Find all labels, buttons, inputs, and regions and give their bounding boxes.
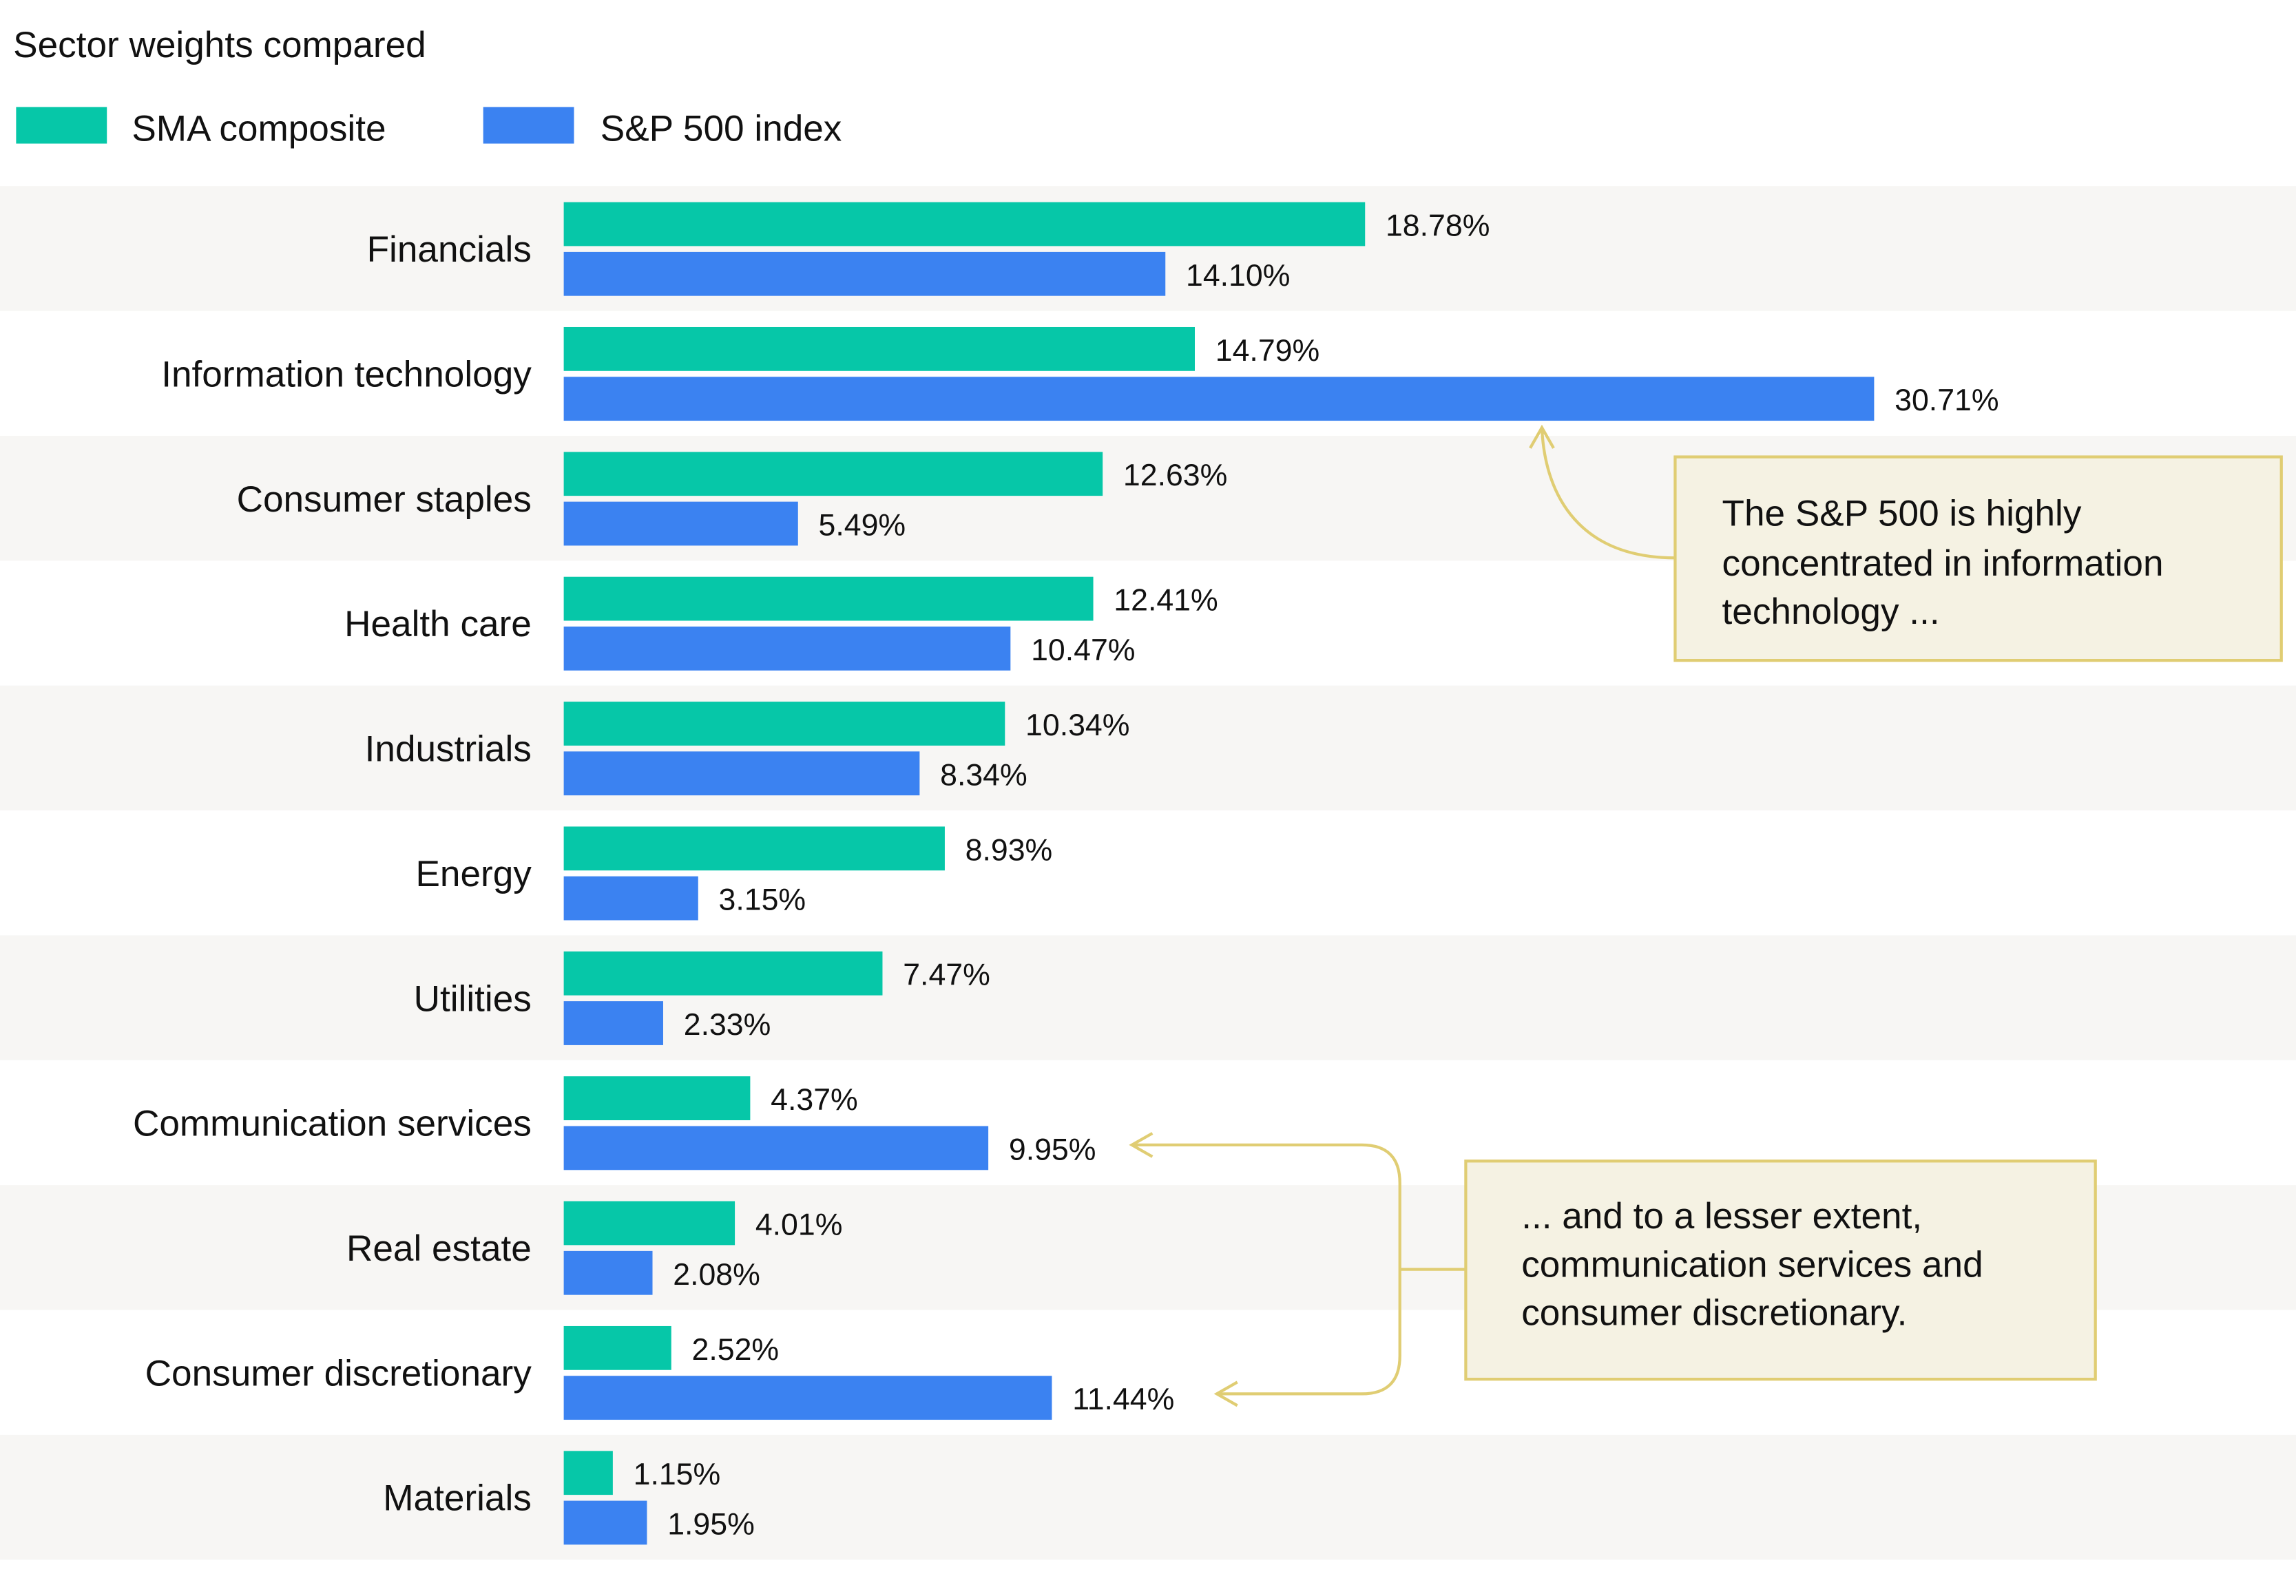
category-label: Financials [367, 229, 532, 270]
value-label: 3.15% [719, 883, 806, 917]
bar-sma-composite [563, 1201, 735, 1246]
category-row: Information technology 14.79% 30.71% [161, 326, 1999, 421]
legend-label-sma: SMA composite [132, 108, 386, 149]
category-label: Utilities [414, 978, 532, 1019]
value-label: 1.95% [667, 1508, 755, 1542]
annotation-box-1 [1673, 455, 2283, 662]
category-label: Information technology [161, 354, 532, 395]
category-row: Real estate 4.01% 2.08% [346, 1201, 842, 1295]
category-label: Industrials [365, 729, 532, 770]
value-label: 1.15% [634, 1458, 721, 1491]
category-label: Communication services [133, 1104, 532, 1144]
bar-sma-composite [563, 1451, 613, 1495]
category-label: Consumer staples [237, 479, 532, 520]
value-label: 10.34% [1025, 708, 1129, 742]
value-label: 12.63% [1123, 459, 1227, 492]
value-label: 4.01% [755, 1208, 843, 1241]
annotation-2-line-3: consumer discretionary. [1521, 1292, 1907, 1333]
value-label: 14.79% [1215, 334, 1319, 368]
value-label: 30.71% [1895, 384, 1998, 417]
annotation-bracket-2 [1133, 1143, 1466, 1396]
category-row: Consumer staples 12.63% 5.49% [237, 452, 1227, 546]
value-label: 14.10% [1186, 259, 1290, 293]
arrowhead-icon [1529, 424, 1555, 449]
bar-sp500-index [563, 1500, 647, 1545]
bar-sma-composite [563, 1325, 671, 1370]
value-label: 7.47% [903, 958, 990, 992]
bar-sp500-index [563, 377, 1875, 421]
annotation-box-2 [1464, 1159, 2097, 1381]
annotation-1: The S&P 500 is highly concentrated in in… [1529, 424, 2283, 662]
bar-rows: Financials 18.78% 14.10% Information techno… [133, 202, 1999, 1545]
value-label: 5.49% [819, 509, 906, 543]
category-row: Consumer discretionary 2.52% 11.44% [145, 1325, 1174, 1420]
category-row: Industrials 10.34% 8.34% [365, 702, 1129, 796]
category-label: Consumer discretionary [145, 1353, 532, 1394]
value-label: 11.44% [1072, 1383, 1174, 1416]
row-band [0, 685, 2296, 811]
legend-swatch-sma [16, 107, 107, 144]
bar-sp500-index [563, 1376, 1052, 1420]
bar-sma-composite [563, 1076, 751, 1120]
row-band [0, 935, 2296, 1060]
category-label: Energy [415, 854, 532, 894]
category-label: Real estate [346, 1228, 532, 1269]
chart-title: Sector weights compared [13, 25, 426, 65]
category-label: Materials [383, 1478, 532, 1519]
value-label: 18.78% [1386, 209, 1490, 243]
legend-label-sp500: S&P 500 index [601, 108, 842, 149]
annotation-2-line-1: ... and to a lesser extent, [1521, 1196, 1922, 1237]
annotation-arrow-1 [1540, 427, 1676, 560]
bar-sma-composite [563, 452, 1103, 496]
legend: SMA composite S&P 500 index [16, 107, 842, 149]
category-row: Utilities 7.47% 2.33% [414, 951, 990, 1045]
bar-sma-composite [563, 202, 1366, 246]
bar-sma-composite [563, 576, 1094, 621]
bar-sp500-index [563, 876, 698, 921]
value-label: 2.52% [692, 1333, 780, 1367]
annotation-1-line-1: The S&P 500 is highly [1722, 494, 2082, 534]
annotation-2: ... and to a lesser extent, communicatio… [1129, 1132, 2097, 1407]
bar-sp500-index [563, 251, 1166, 296]
category-row: Materials 1.15% 1.95% [383, 1451, 755, 1545]
legend-swatch-sp500 [483, 107, 574, 144]
category-label: Health care [344, 604, 532, 644]
bar-sp500-index [563, 501, 798, 546]
annotation-1-line-3: technology ... [1722, 591, 1940, 632]
value-label: 8.93% [966, 833, 1053, 867]
value-label: 12.41% [1114, 584, 1218, 618]
bar-sp500-index [563, 627, 1011, 671]
row-band [0, 1434, 2296, 1560]
bar-sma-composite [563, 826, 945, 871]
bar-sp500-index [563, 1250, 653, 1295]
value-label: 8.34% [940, 758, 1027, 792]
category-row: Financials 18.78% 14.10% [367, 202, 1490, 296]
arrowhead-icon [1129, 1132, 1154, 1158]
bar-sma-composite [563, 326, 1195, 371]
bar-sp500-index [563, 1001, 663, 1045]
annotation-1-line-2: concentrated in information [1722, 543, 2164, 584]
value-label: 2.08% [673, 1258, 760, 1292]
category-row: Health care 12.41% 10.47% [344, 576, 1218, 671]
category-row: Communication services 4.37% 9.95% [133, 1076, 1096, 1170]
value-label: 2.33% [684, 1008, 771, 1042]
bar-sp500-index [563, 751, 920, 796]
value-label: 10.47% [1031, 633, 1135, 667]
bar-sma-composite [563, 702, 1005, 746]
annotation-2-line-2: communication services and [1521, 1244, 1983, 1285]
category-row: Energy 8.93% 3.15% [415, 826, 1053, 921]
value-label: 9.95% [1009, 1133, 1096, 1166]
arrowhead-icon [1213, 1380, 1238, 1407]
value-label: 4.37% [771, 1083, 858, 1117]
bar-sma-composite [563, 951, 883, 996]
bar-sp500-index [563, 1126, 989, 1170]
